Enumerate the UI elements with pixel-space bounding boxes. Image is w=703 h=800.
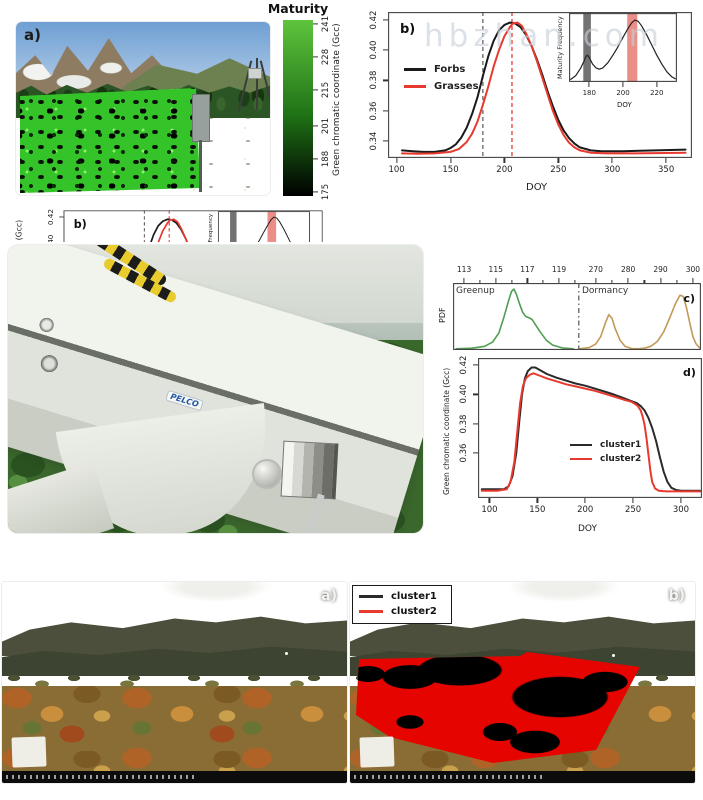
chart-dormancy: 270 280 290 300 (440, 248, 703, 356)
cluster-classification-overlay (356, 652, 640, 763)
maturity-colorbar-ticks: 241 228 215 201 188 175 (313, 16, 339, 200)
legend-label: cluster1 (391, 591, 437, 602)
pivot-bolt (252, 459, 282, 489)
chart-clusters: 100 150 200 250 300 0.36 0.38 0.40 0.42 (440, 352, 703, 544)
alpine-meadow-photo: a) (16, 22, 270, 195)
met-sensor-box (248, 68, 262, 79)
phenocam-camera-photo: PELCO (8, 245, 423, 533)
legend-item: cluster2 (359, 606, 445, 617)
cluster1-line-swatch (570, 443, 592, 447)
watermark: hbzhan.com (424, 18, 664, 54)
white-speck (612, 654, 615, 657)
grasses-line-swatch (404, 85, 426, 88)
panel-a-label: a) (24, 26, 41, 44)
illegible-timestamp-text (354, 775, 544, 779)
chart-panel-b-duplicate-clipped: Green chromatic coordinate (Gcc) b) Matu… (14, 200, 346, 242)
legend-label: Forbs (434, 64, 466, 75)
sign-pole (199, 140, 202, 192)
autumn-canopy-photo-b: cluster1 cluster2 b) (350, 582, 695, 783)
legend-clusters: cluster1 cluster2 (570, 440, 641, 464)
forbs-line-swatch (404, 68, 426, 71)
roi-green-overlay (20, 88, 200, 193)
tripod-leg (256, 58, 258, 110)
autumn-canopy (2, 686, 347, 771)
legend-item: cluster2 (570, 454, 641, 464)
cluster2-line-swatch (359, 610, 383, 613)
legend-item: cluster1 (359, 591, 445, 602)
chart-b-inset: Maturity Frequency DOY 180 200 220 (556, 13, 703, 113)
bottom-a-label: a) (321, 588, 337, 604)
autumn-canopy-photo-a: a) (2, 582, 347, 783)
panel-b2-label: b) (73, 218, 87, 232)
legend-item: cluster1 (570, 440, 641, 450)
cluster2-line-swatch (570, 457, 592, 461)
legend-label: cluster2 (391, 606, 437, 617)
field-sign (192, 94, 210, 142)
x-axis-label: DOY (578, 524, 598, 534)
chart-panel-d: Green chromatic coordinate (Gcc) 100 150 2… (440, 352, 703, 544)
chart-panel-b: Green chromatic coordinate (Gcc) b) Forb… (330, 0, 703, 200)
y-axis-label: Green chromatic coordinate (Gcc) (332, 23, 342, 177)
white-speck (285, 652, 288, 655)
panel-c-label: c) (683, 292, 695, 305)
grayscale-reference-card (280, 440, 339, 500)
dormancy-label: Dormancy (582, 286, 629, 296)
timestamp-bar (2, 771, 347, 783)
inset-x-axis-label: DOY (617, 101, 632, 109)
colorbar-title: Maturity (267, 1, 329, 16)
greenup-label: Greenup (456, 286, 495, 296)
legend-forbs-grasses: Forbs Grasses (404, 64, 479, 92)
chart-greenup: 113 115 117 119 (440, 248, 703, 356)
legend-label: Grasses (434, 81, 479, 92)
illegible-timestamp-text (6, 775, 196, 779)
x-axis-label: DOY (526, 182, 548, 193)
maturity-colorbar (283, 20, 313, 196)
legend-label: cluster1 (600, 440, 642, 450)
legend-item: Grasses (404, 81, 479, 92)
legend-label: cluster2 (600, 454, 642, 464)
mount-clamp (8, 293, 85, 395)
legend-clusters-overlay: cluster1 cluster2 (352, 585, 452, 624)
panel-b-label: b) (400, 22, 416, 37)
chart-panel-b2: Green chromatic coordinate (Gcc) b) Matu… (14, 200, 332, 242)
cluster1-line-swatch (359, 595, 383, 598)
white-reference-patch (359, 736, 395, 768)
panel-d-label: d) (683, 366, 696, 379)
y-axis-label: Green chromatic coordinate (Gcc) (16, 207, 25, 242)
legend-item: Forbs (404, 64, 479, 75)
timestamp-bar (350, 771, 695, 783)
bottom-b-label: b) (668, 588, 685, 604)
white-reference-patch (11, 736, 47, 768)
chart-panel-c: PDF 113 115 117 119 270 280 290 300 Greenup Do… (438, 248, 703, 356)
